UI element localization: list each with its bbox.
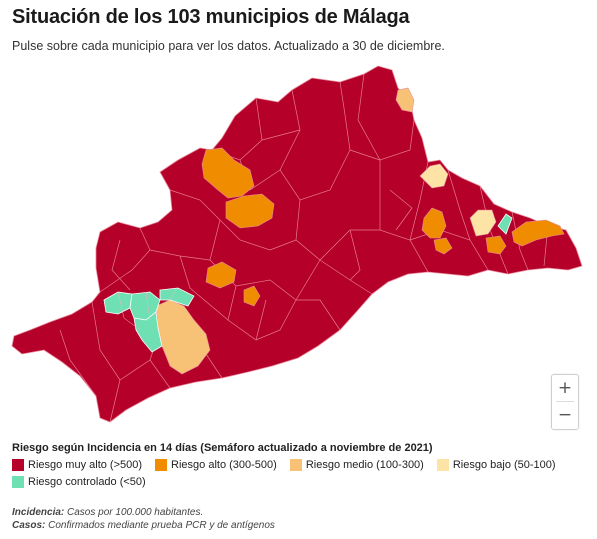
zoom-divider: [556, 401, 574, 402]
legend-item-alto: Riesgo alto (300-500): [155, 459, 277, 471]
legend-item-bajo: Riesgo bajo (50-100): [436, 459, 556, 471]
riesgo-controlado-municipalities[interactable]: [103, 213, 513, 353]
municipality-bajo-1[interactable]: [419, 163, 449, 189]
page-title: Situación de los 103 municipios de Málag…: [12, 6, 410, 28]
municipality-alto-5[interactable]: [421, 207, 447, 239]
municipality-alto-6[interactable]: [433, 237, 453, 255]
legend-swatch-muy-alto: [12, 459, 24, 471]
municipality-alto-2[interactable]: [225, 193, 275, 229]
riesgo-bajo-municipalities[interactable]: [419, 163, 497, 237]
municipality-bajo-2[interactable]: [469, 209, 497, 237]
zoom-out-button[interactable]: −: [557, 405, 573, 425]
municipality-borders: [59, 73, 549, 423]
legend-label: Riesgo medio (100-300): [305, 459, 424, 471]
legend-label: Riesgo alto (300-500): [171, 459, 277, 471]
legend-title: Riesgo según Incidencia en 14 días (Semá…: [12, 442, 433, 454]
legend-label: Riesgo controlado (<50): [28, 476, 146, 488]
legend-item-muy-alto: Riesgo muy alto (>500): [12, 459, 142, 471]
page-subtitle: Pulse sobre cada municipio para ver los …: [12, 39, 445, 53]
legend-row-2: Riesgo controlado (<50): [12, 476, 159, 488]
malaga-municipalities-map[interactable]: [0, 58, 597, 438]
riesgo-medio-municipalities[interactable]: [155, 87, 415, 375]
legend-item-medio: Riesgo medio (100-300): [289, 459, 424, 471]
note-incidencia: Incidencia: Casos por 100.000 habitantes…: [12, 507, 203, 518]
legend-swatch-alto: [155, 459, 168, 471]
legend-label: Riesgo bajo (50-100): [452, 459, 556, 471]
riesgo-alto-municipalities[interactable]: [201, 147, 565, 307]
municipality-controlado-4[interactable]: [133, 311, 163, 353]
note-text: Confirmados mediante prueba PCR y de ant…: [45, 520, 275, 531]
legend-swatch-bajo: [436, 459, 449, 471]
legend-item-controlado: Riesgo controlado (<50): [12, 476, 146, 488]
legend-label: Riesgo muy alto (>500): [28, 459, 143, 471]
municipality-alto-8[interactable]: [511, 219, 565, 247]
note-term: Incidencia:: [12, 507, 65, 518]
municipality-controlado-3[interactable]: [159, 287, 195, 307]
zoom-control: + −: [551, 374, 579, 430]
note-casos: Casos: Confirmados mediante prueba PCR y…: [12, 520, 275, 531]
note-term: Casos:: [12, 520, 46, 531]
zoom-in-button[interactable]: +: [557, 378, 573, 398]
municipality-alto-3[interactable]: [205, 261, 237, 289]
municipality-alto-4[interactable]: [243, 285, 261, 307]
municipality-medio-2[interactable]: [395, 87, 415, 113]
municipality-alto-1[interactable]: [201, 147, 255, 199]
municipality-alto-7[interactable]: [485, 235, 507, 255]
legend-row-1: Riesgo muy alto (>500) Riesgo alto (300-…: [12, 459, 569, 471]
legend-swatch-controlado: [12, 476, 24, 488]
inner-borders: [117, 289, 177, 331]
note-text: Casos por 100.000 habitantes.: [64, 507, 204, 518]
legend-swatch-medio: [289, 459, 302, 471]
municipality-controlado-5[interactable]: [497, 213, 513, 235]
